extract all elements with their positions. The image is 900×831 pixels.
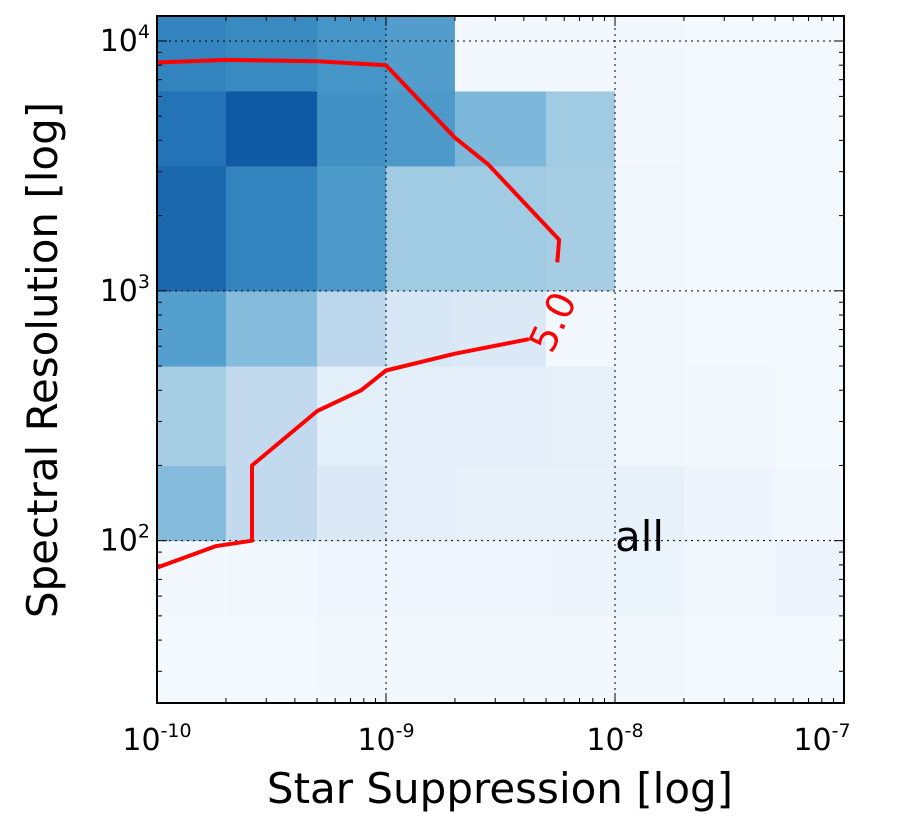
heatmap-cell bbox=[317, 290, 387, 367]
heatmap-cell bbox=[454, 165, 547, 292]
heatmap-cell bbox=[615, 366, 685, 466]
y-tick-labels: 102 103 104 bbox=[100, 21, 150, 559]
heatmap-cell bbox=[157, 615, 227, 703]
heatmap-cell bbox=[775, 615, 844, 703]
heatmap-cell bbox=[775, 90, 844, 167]
heatmap-cell bbox=[157, 465, 227, 542]
heatmap-cell bbox=[546, 290, 616, 367]
heatmap-cell bbox=[225, 90, 318, 167]
heatmap-cell bbox=[317, 540, 387, 617]
y-axis-title: Spectral Resolution [log] bbox=[18, 102, 67, 618]
heatmap-cell bbox=[683, 366, 776, 466]
heatmap-cell bbox=[317, 366, 387, 466]
heatmap-cell bbox=[615, 540, 685, 617]
heatmap-cell bbox=[225, 16, 318, 92]
heatmap-cell bbox=[615, 615, 685, 703]
heatmap-cell bbox=[683, 16, 776, 92]
heatmap-cell bbox=[157, 540, 227, 617]
heatmap-cell bbox=[454, 290, 547, 367]
heatmap-cell bbox=[615, 465, 685, 542]
grid-lines bbox=[157, 16, 844, 703]
plot-frame bbox=[156, 15, 845, 704]
heatmap-cell bbox=[683, 465, 776, 542]
heatmap-cell bbox=[157, 165, 227, 292]
heatmap-cell bbox=[225, 165, 318, 292]
heatmap-cell bbox=[454, 615, 547, 703]
heatmap-cell bbox=[454, 540, 547, 617]
contour-lines bbox=[157, 57, 562, 570]
heatmap-cell bbox=[157, 16, 227, 92]
heatmap-cell bbox=[386, 366, 456, 466]
heatmap-cell bbox=[386, 165, 456, 292]
x-tick-label: 10-8 bbox=[586, 720, 643, 758]
heatmap-cell bbox=[775, 540, 844, 617]
contour-upper bbox=[157, 57, 562, 263]
heatmap-cell bbox=[225, 615, 318, 703]
heatmap-cell bbox=[317, 90, 387, 167]
heatmap-cell bbox=[546, 615, 616, 703]
heatmap-cell bbox=[615, 16, 685, 92]
heatmap-cell bbox=[775, 165, 844, 292]
heatmap-cell bbox=[546, 90, 616, 167]
heatmap-cell bbox=[225, 290, 318, 367]
heatmap-cell bbox=[546, 165, 616, 292]
heatmap-cell bbox=[683, 540, 776, 617]
heatmap-cell bbox=[317, 465, 387, 542]
heatmap-cell bbox=[157, 290, 227, 367]
heatmap-cell bbox=[454, 90, 547, 167]
heatmap-cell bbox=[386, 16, 456, 92]
heatmap-cell bbox=[683, 290, 776, 367]
heatmap-cell bbox=[546, 540, 616, 617]
heatmap-cell bbox=[546, 465, 616, 542]
heatmap-cell bbox=[386, 465, 456, 542]
heatmap-cell bbox=[386, 615, 456, 703]
heatmap-cell bbox=[317, 16, 387, 92]
heatmap-cell bbox=[775, 366, 844, 466]
x-tick-label: 10-7 bbox=[793, 720, 850, 758]
heatmap-cells bbox=[157, 16, 844, 703]
x-tick-labels: 10-10 10-9 10-8 10-7 bbox=[122, 720, 850, 758]
heatmap-cell bbox=[615, 165, 685, 292]
heatmap-cell bbox=[615, 290, 685, 367]
heatmap-cell bbox=[683, 90, 776, 167]
panel-annotation: all bbox=[615, 512, 664, 561]
heatmap-cell bbox=[775, 16, 844, 92]
y-tick-label: 104 bbox=[100, 21, 150, 59]
heatmap-cell bbox=[775, 465, 844, 542]
heatmap-cell bbox=[454, 366, 547, 466]
heatmap-cell bbox=[225, 540, 318, 617]
y-tick-label: 103 bbox=[100, 271, 150, 309]
x-tick-label: 10-9 bbox=[357, 720, 414, 758]
x-tick-label: 10-10 bbox=[122, 720, 191, 758]
heatmap-cell bbox=[454, 465, 547, 542]
heatmap-cell bbox=[317, 165, 387, 292]
heatmap-cell bbox=[775, 290, 844, 367]
heatmap-cell bbox=[683, 615, 776, 703]
heatmap-cell bbox=[157, 90, 227, 167]
heatmap-cell bbox=[546, 366, 616, 466]
heatmap-cell bbox=[317, 615, 387, 703]
heatmap-cell bbox=[615, 90, 685, 167]
heatmap-cell bbox=[683, 165, 776, 292]
heatmap-cell bbox=[225, 465, 318, 542]
heatmap-cell bbox=[386, 540, 456, 617]
x-axis-title: Star Suppression [log] bbox=[267, 764, 733, 813]
heatmap-cell bbox=[454, 16, 547, 92]
heatmap-cell bbox=[386, 290, 456, 367]
y-tick-label: 102 bbox=[100, 521, 150, 559]
heatmap-cell bbox=[157, 366, 227, 466]
heatmap-cell bbox=[546, 16, 616, 92]
contour-lower bbox=[157, 337, 530, 570]
